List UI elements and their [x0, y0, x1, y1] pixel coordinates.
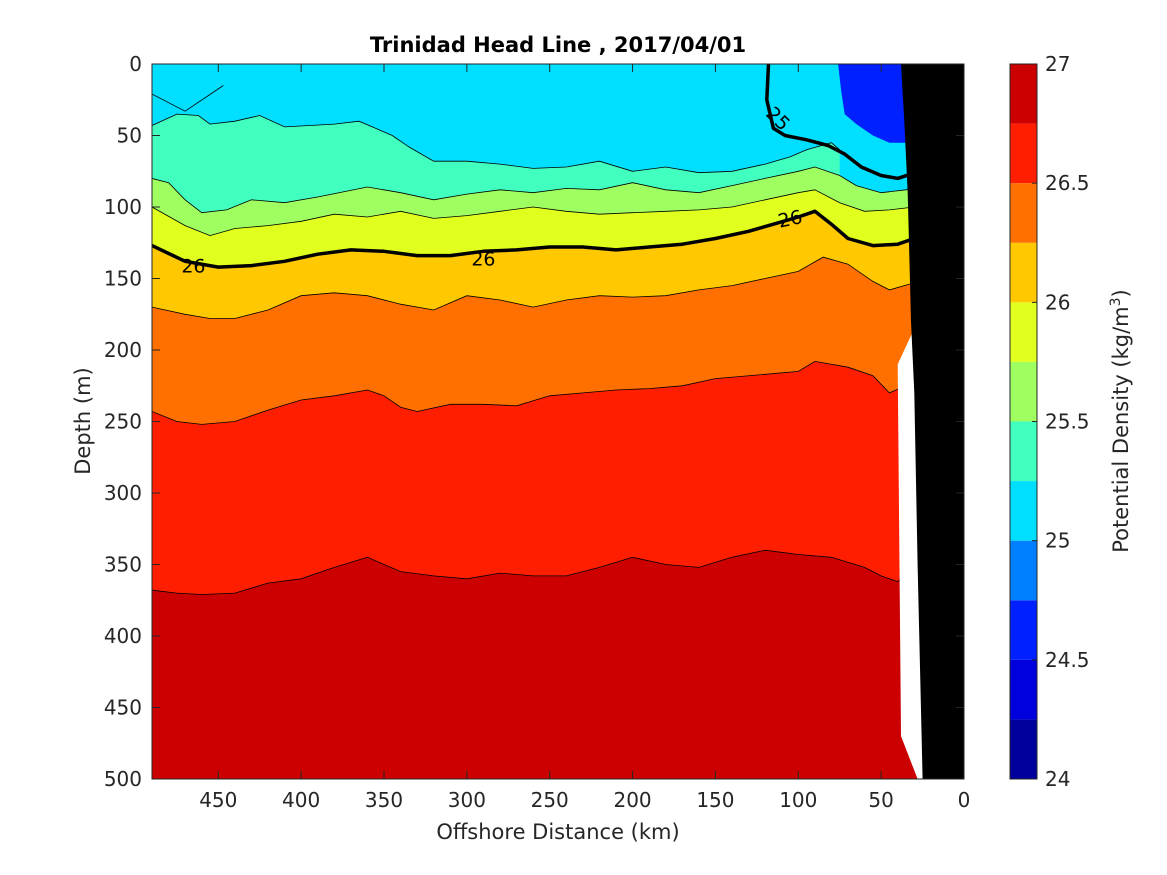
isopycnal-26.25: [152, 256, 932, 319]
x-tick-label: 200: [613, 788, 651, 812]
density-band-26.75: [152, 550, 923, 779]
chart-title: Trinidad Head Line , 2017/04/01: [370, 33, 746, 57]
colorbar-label: Potential Density (kg/m3): [1108, 289, 1133, 553]
x-axis-label: Offshore Distance (km): [436, 820, 679, 844]
y-tick-label: 150: [104, 267, 142, 291]
colorbar-cell: [1010, 659, 1037, 720]
x-tick-label: 0: [958, 788, 971, 812]
isopycnal-25: [152, 85, 224, 112]
x-tick-label: 450: [199, 788, 237, 812]
colorbar-cell: [1010, 123, 1037, 184]
y-axis-label: Depth (m): [71, 367, 95, 474]
isopycnal-25.75: [152, 189, 932, 237]
seafloor-bathymetry: [901, 64, 964, 779]
contour-label: 26: [471, 248, 495, 270]
colorbar-tick-label: 26: [1045, 290, 1070, 314]
y-tick-label: 500: [104, 767, 142, 791]
plot-area: [152, 64, 964, 779]
colorbar-tick-label: 25.5: [1045, 410, 1090, 434]
x-tick-label: 300: [448, 788, 486, 812]
y-tick-label: 250: [104, 410, 142, 434]
y-tick-label: 200: [104, 338, 142, 362]
colorbar-tick-label: 25: [1045, 529, 1070, 553]
contour-label: 26: [776, 206, 804, 233]
colorbar-cell: [1010, 302, 1037, 362]
colorbar-tick-label: 26.5: [1045, 171, 1090, 195]
y-tick-label: 450: [104, 696, 142, 720]
colorbar: 24 24.5 25 25.5 26 26.5 27: [1009, 52, 1090, 791]
contour-label: 26: [181, 256, 205, 278]
colorbar-tick-label: 24.5: [1045, 648, 1090, 672]
isopycnal-25.25: [152, 113, 840, 174]
bold-contour-25: [765, 64, 932, 181]
x-tick-label: 350: [365, 788, 403, 812]
y-tick-label: 400: [104, 624, 142, 648]
x-tick-label: 50: [868, 788, 893, 812]
colorbar-cell: [1010, 421, 1037, 482]
colorbar-cell: [1010, 481, 1037, 541]
y-tick-label: 50: [117, 124, 142, 148]
x-tick-label: 400: [282, 788, 320, 812]
x-tick-label: 250: [531, 788, 569, 812]
colorbar-tick-label: 24: [1045, 767, 1070, 791]
colorbar-cell: [1010, 361, 1037, 422]
isopycnal-26.5: [152, 360, 928, 425]
colorbar-cell: [1010, 540, 1037, 601]
bold-contour-26: [152, 209, 932, 269]
y-tick-label: 100: [104, 195, 142, 219]
isopycnal-25.5: [152, 166, 931, 214]
colorbar-cell: [1010, 719, 1037, 779]
x-tick-label: 100: [779, 788, 817, 812]
colorbar-cell: [1010, 64, 1037, 124]
y-tick-label: 350: [104, 553, 142, 577]
colorbar-cell: [1010, 242, 1037, 303]
x-tick-label: 150: [696, 788, 734, 812]
density-band-25: [152, 64, 224, 112]
y-tick-label: 300: [104, 481, 142, 505]
colorbar-cell: [1010, 183, 1037, 243]
colorbar-cell: [1010, 600, 1037, 660]
y-tick-label: 0: [129, 52, 142, 76]
colorbar-tick-label: 27: [1045, 52, 1070, 76]
isopycnal-26.75: [152, 549, 923, 595]
